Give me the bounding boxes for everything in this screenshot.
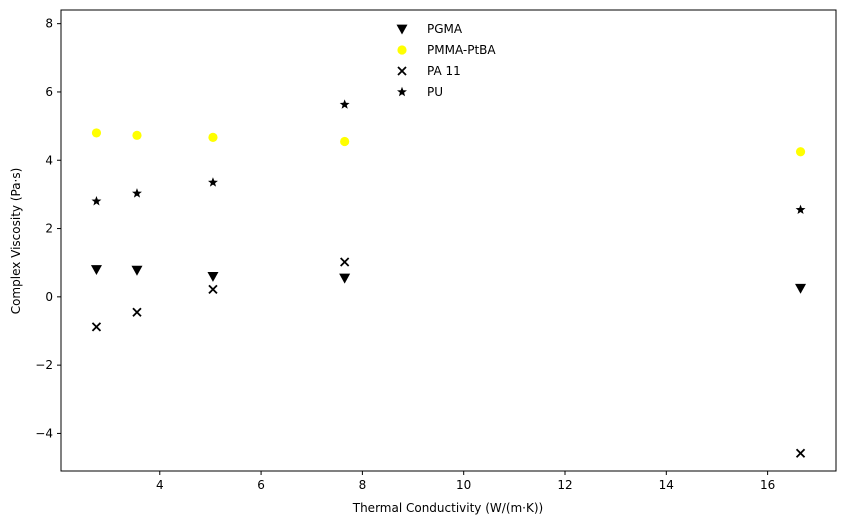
data-point-pu <box>795 204 806 214</box>
x-tick-label: 4 <box>156 478 164 492</box>
legend-label-pa-11: PA 11 <box>427 64 461 78</box>
x-mark-stroke <box>397 66 407 76</box>
data-point-pmma-ptba <box>340 136 350 147</box>
data-point-pu <box>91 196 102 206</box>
x-mark-stroke <box>132 307 142 317</box>
y-tick-label: 0 <box>45 290 53 304</box>
plot-frame <box>60 9 837 472</box>
x-axis-label: Thermal Conductivity (W/(m·K)) <box>352 501 543 515</box>
data-point-pa-11 <box>795 448 806 458</box>
y-tick-label: 2 <box>45 222 53 236</box>
data-point-pa-11 <box>91 322 102 332</box>
data-point-pu <box>339 99 350 109</box>
legend-label-pgma: PGMA <box>427 22 463 36</box>
data-point-pu <box>208 177 218 187</box>
legend: PGMA PMMA-PtBA PA 11 PU <box>396 22 496 99</box>
series-pmma-ptba <box>91 128 806 157</box>
data-point-pgma <box>795 283 807 294</box>
y-tick-label: 4 <box>45 153 53 167</box>
x-mark-stroke <box>208 284 218 294</box>
data-point-pu <box>132 188 142 198</box>
series-pa-11 <box>91 257 806 458</box>
data-point-pa-11 <box>340 257 350 267</box>
legend-marker-pa-11 <box>397 66 407 76</box>
data-marks <box>90 99 807 458</box>
y-tick-label: 8 <box>45 17 53 31</box>
y-tick-label: −2 <box>35 358 53 372</box>
data-point-pa-11 <box>132 307 142 317</box>
x-tick-label: 16 <box>760 478 775 492</box>
y-tick-label: −4 <box>35 426 53 440</box>
x-tick-label: 14 <box>659 478 674 492</box>
axes: 4 6 8 10 12 14 16 −4 −2 0 2 4 6 8 <box>35 9 837 492</box>
x-mark-stroke <box>340 257 350 267</box>
legend-label-pu: PU <box>427 85 443 99</box>
data-point-pgma <box>339 273 351 284</box>
y-axis-label: Complex Viscosity (Pa·s) <box>9 168 23 315</box>
series-pu <box>91 99 806 214</box>
legend-marker-pmma-ptba <box>397 45 407 55</box>
x-mark-stroke <box>91 322 102 332</box>
data-point-pgma <box>131 265 143 276</box>
x-tick-label: 8 <box>359 478 367 492</box>
x-mark-stroke <box>795 448 806 458</box>
data-point-pa-11 <box>208 284 218 294</box>
y-tick-label: 6 <box>45 85 53 99</box>
x-tick-label: 6 <box>257 478 265 492</box>
series-pgma <box>90 265 807 294</box>
data-point-pmma-ptba <box>91 128 102 138</box>
x-tick-label: 12 <box>557 478 572 492</box>
legend-marker-pu <box>397 86 407 97</box>
x-tick-label: 10 <box>456 478 471 492</box>
legend-marker-pgma <box>396 24 408 35</box>
data-point-pmma-ptba <box>208 132 218 142</box>
data-point-pmma-ptba <box>795 147 806 157</box>
data-point-pgma <box>207 271 219 282</box>
data-point-pmma-ptba <box>132 130 142 140</box>
data-point-pgma <box>90 265 102 276</box>
legend-label-pmma-ptba: PMMA-PtBA <box>427 43 496 57</box>
